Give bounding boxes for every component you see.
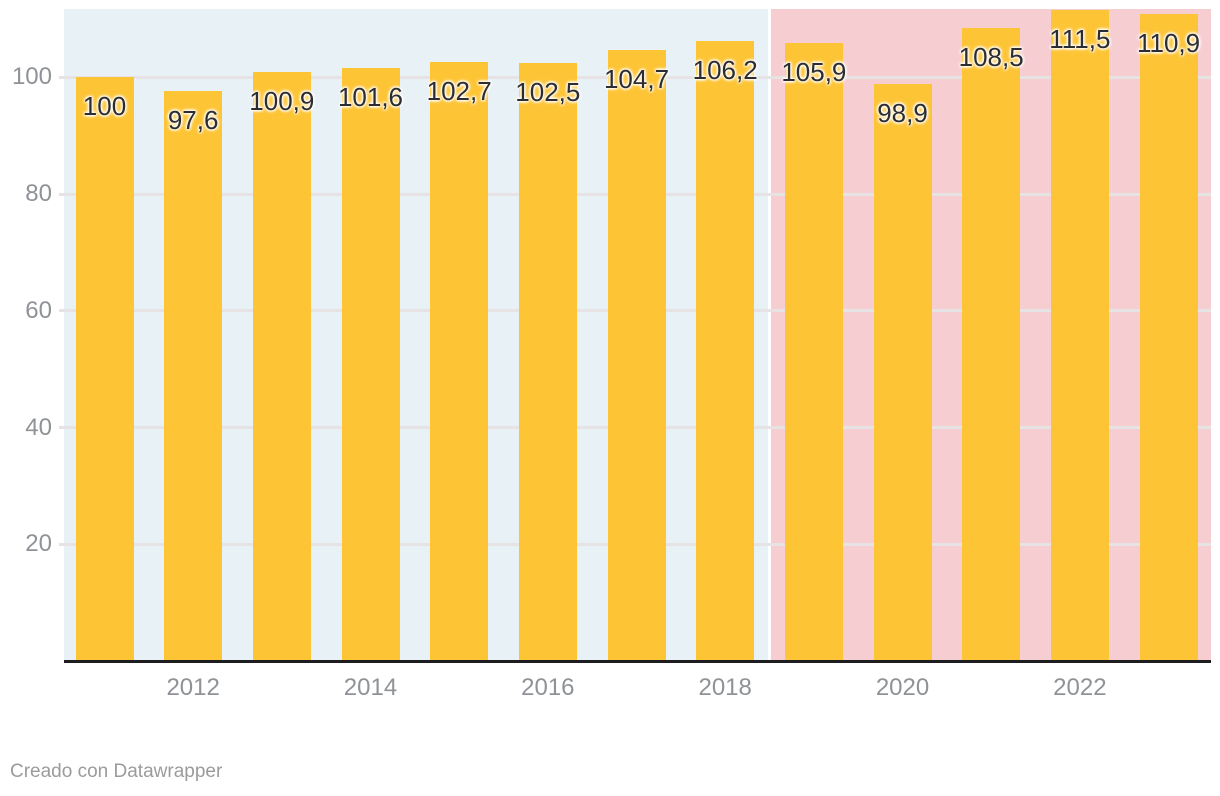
bar-2021[interactable] <box>962 27 1021 661</box>
bar-value-label-2012: 97,6 <box>167 105 219 136</box>
bar-2014[interactable] <box>341 67 400 661</box>
x-tick-label-2016: 2016 <box>521 674 575 701</box>
bar-2018[interactable] <box>696 41 755 661</box>
bar-value-label-2019: 105,9 <box>781 56 847 87</box>
x-tick-label-2012: 2012 <box>166 674 220 701</box>
bar-value-label-2020: 98,9 <box>877 97 928 128</box>
bar-value-label-2022: 111,5 <box>1049 24 1111 55</box>
bar-2011[interactable] <box>75 77 134 661</box>
plot-area: 100 97,6 100,9 101,6 102,7 102,5 104,7 106,2 105… <box>59 9 1211 661</box>
y-tick-label-80: 80 <box>25 180 52 208</box>
x-tick-label-2022: 2022 <box>1053 674 1107 701</box>
y-tick-label-20: 20 <box>25 530 52 558</box>
y-tick-label-60: 60 <box>25 296 52 324</box>
bar-value-label-2023: 110,9 <box>1136 27 1201 58</box>
bar-2013[interactable] <box>252 72 311 661</box>
datawrapper-attribution-link[interactable]: Creado con Datawrapper <box>10 761 223 782</box>
bar-2012[interactable] <box>164 91 223 661</box>
bar-value-label-2016: 102,5 <box>515 76 581 107</box>
bar-value-label-2018: 106,2 <box>692 55 758 86</box>
x-tick-label-2018: 2018 <box>698 674 752 701</box>
bar-value-label-2011: 100 <box>82 91 127 122</box>
bar-2023[interactable] <box>1139 13 1198 661</box>
bar-value-label-2021: 108,5 <box>958 41 1024 72</box>
x-axis-line <box>64 660 1211 663</box>
bar-value-label-2017: 104,7 <box>603 63 670 94</box>
bar-value-label-2013: 100,9 <box>249 86 315 117</box>
bar-2019[interactable] <box>784 42 843 661</box>
bar-2020[interactable] <box>873 83 932 661</box>
bar-value-label-2014: 101,6 <box>337 81 404 112</box>
bar-2017[interactable] <box>607 49 666 661</box>
y-tick-label-40: 40 <box>25 413 52 441</box>
bar-value-label-2015: 102,7 <box>426 75 492 106</box>
bar-2015[interactable] <box>430 61 489 661</box>
bar-2022[interactable] <box>1050 10 1109 661</box>
bar-2016[interactable] <box>518 62 577 661</box>
x-tick-label-2014: 2014 <box>343 674 398 701</box>
x-tick-label-2020: 2020 <box>875 674 930 701</box>
y-tick-label-100: 100 <box>11 63 52 91</box>
